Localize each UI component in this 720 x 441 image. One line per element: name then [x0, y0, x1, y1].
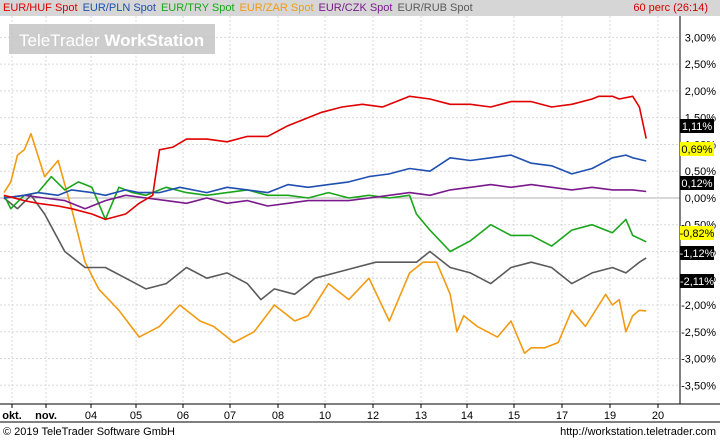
x-tick-label: 04 [85, 410, 97, 422]
end-label-box [680, 226, 714, 240]
x-tick-label: 20 [652, 410, 664, 422]
end-value-label: -2,11% [680, 276, 714, 288]
end-label-box [680, 142, 714, 156]
period-label: 60 perc (26:14) [633, 2, 708, 14]
end-value-labels: 1,11% 0,69% 0,12% -0,82% -1,12% -2,11% [680, 119, 715, 288]
end-label-box [680, 246, 714, 260]
y-tick-label: -2,00% [681, 300, 716, 312]
x-tick-label: 07 [224, 410, 236, 422]
legend-item: EUR/HUF Spot [3, 2, 78, 14]
watermark-text: TeleTrader WorkStation [19, 31, 204, 50]
legend-item: EUR/ZAR Spot [239, 2, 314, 14]
y-tick-label: -3,00% [681, 354, 716, 366]
x-tick-label: 13 [415, 410, 427, 422]
end-value-label: 0,12% [681, 178, 712, 190]
end-value-label: -1,12% [680, 248, 715, 260]
y-tick-label: 2,00% [685, 86, 716, 98]
y-tick-label: 2,50% [685, 59, 716, 71]
series-line [3, 154, 647, 199]
legend-item: EUR/RUB Spot [397, 2, 473, 14]
footer-url-link[interactable]: http://workstation.teletrader.com [560, 426, 716, 438]
end-value-label: -0,82% [680, 228, 715, 240]
footer: © 2019 TeleTrader Software GmbH http://w… [0, 423, 720, 441]
legend-item: EUR/TRY Spot [160, 2, 235, 14]
x-tick-label: nov. [35, 410, 57, 422]
watermark: TeleTrader WorkStation [9, 24, 215, 54]
legend-item: EUR/PLN Spot [82, 2, 156, 14]
legend-item: EUR/CZK Spot [318, 2, 393, 14]
y-tick-label: 0,00% [685, 193, 716, 205]
end-label-box [680, 274, 714, 288]
x-tick-label: 17 [556, 410, 568, 422]
x-tick-label: 05 [130, 410, 142, 422]
watermark-background [9, 24, 215, 54]
series-line [3, 194, 647, 301]
watermark-part2: WorkStation [104, 31, 204, 50]
x-tick-label: okt. [2, 410, 22, 422]
series-layer [3, 95, 647, 355]
x-tick-label: 14 [461, 410, 473, 422]
x-tick-label: 06 [177, 410, 189, 422]
x-tick-label: 10 [319, 410, 331, 422]
y-tick-label: -2,50% [681, 327, 716, 339]
copyright-text: © 2019 TeleTrader Software GmbH [3, 426, 175, 438]
legend-items: EUR/HUF Spot EUR/PLN Spot EUR/TRY Spot EUR/… [0, 2, 475, 14]
x-tick-label: 12 [367, 410, 379, 422]
x-tick-label: 19 [604, 410, 616, 422]
series-line [3, 183, 647, 210]
end-value-label: 1,11% [682, 121, 713, 133]
end-label-box [680, 119, 714, 133]
x-tick-label: 15 [508, 410, 520, 422]
grid [0, 16, 680, 404]
end-label-box [680, 176, 714, 190]
legend-bar: EUR/HUF Spot EUR/PLN Spot EUR/TRY Spot EUR/… [0, 0, 720, 16]
watermark-part1: TeleTrader [19, 31, 104, 50]
y-tick-label: -3,50% [681, 380, 716, 392]
series-line [3, 175, 647, 253]
end-value-label: 0,69% [681, 144, 712, 156]
y-tick-label: 0,50% [685, 166, 716, 178]
y-tick-label: 3,00% [685, 32, 716, 44]
x-tick-label: 08 [272, 410, 284, 422]
series-line [3, 95, 647, 221]
